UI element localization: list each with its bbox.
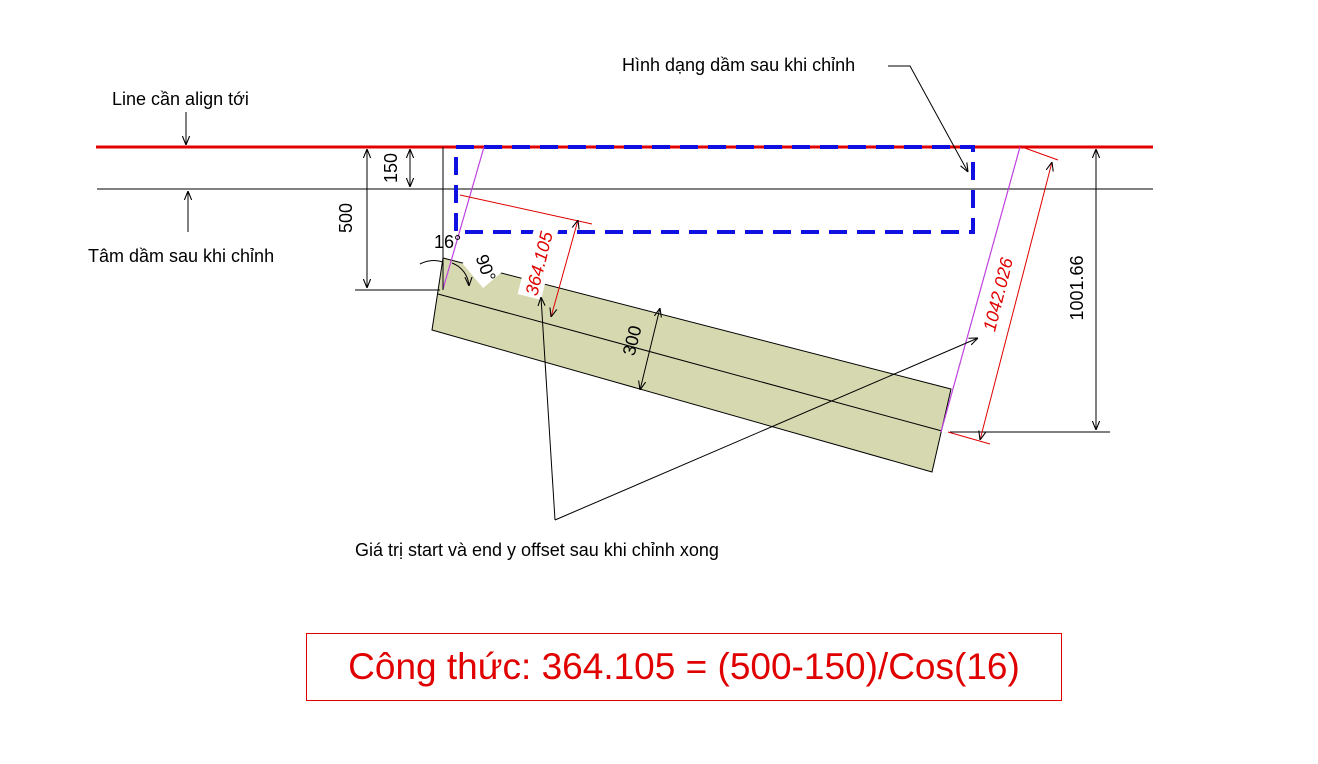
formula-box: Công thức: 364.105 = (500-150)/Cos(16) <box>306 633 1062 701</box>
dim-1042-line <box>980 162 1052 440</box>
dim-1001-label: 1001.66 <box>1067 255 1087 320</box>
dim-364-label-bg <box>517 224 559 300</box>
dim-1042-extension-bottom <box>947 431 991 445</box>
dim-364-extension-top <box>459 194 593 225</box>
angle-90-arc <box>451 262 469 286</box>
dim-500-label: 500 <box>336 203 356 233</box>
angle-16-arc <box>419 260 444 265</box>
beam-centerline <box>437 293 943 432</box>
dim-300-line <box>640 308 660 390</box>
formula-text: Công thức: 364.105 = (500-150)/Cos(16) <box>348 646 1020 687</box>
dim-1042-label: 1042.026 <box>979 255 1017 334</box>
beam-shape-outline <box>454 145 975 234</box>
offset-callout-leader-start <box>541 297 556 521</box>
offsets-label: Giá trị start và end y offset sau khi ch… <box>355 540 719 560</box>
beam-center-label: Tâm dầm sau khi chỉnh <box>88 246 274 266</box>
dim-1042-extension-top <box>1021 146 1059 161</box>
beam-shape-callout-leader <box>888 65 968 172</box>
beam-shape-label: Hình dạng dầm sau khi chỉnh <box>622 55 855 75</box>
align-line-label: Line cần align tới <box>112 89 249 109</box>
rotated-beam <box>431 257 952 473</box>
angle-16-label: 16° <box>434 232 461 252</box>
dim-150-label: 150 <box>381 153 401 183</box>
dim-364-line <box>551 220 578 317</box>
projection-line-start <box>442 146 485 290</box>
offset-callout-leader-end <box>554 338 978 521</box>
angle-90-label-bg <box>462 248 502 288</box>
